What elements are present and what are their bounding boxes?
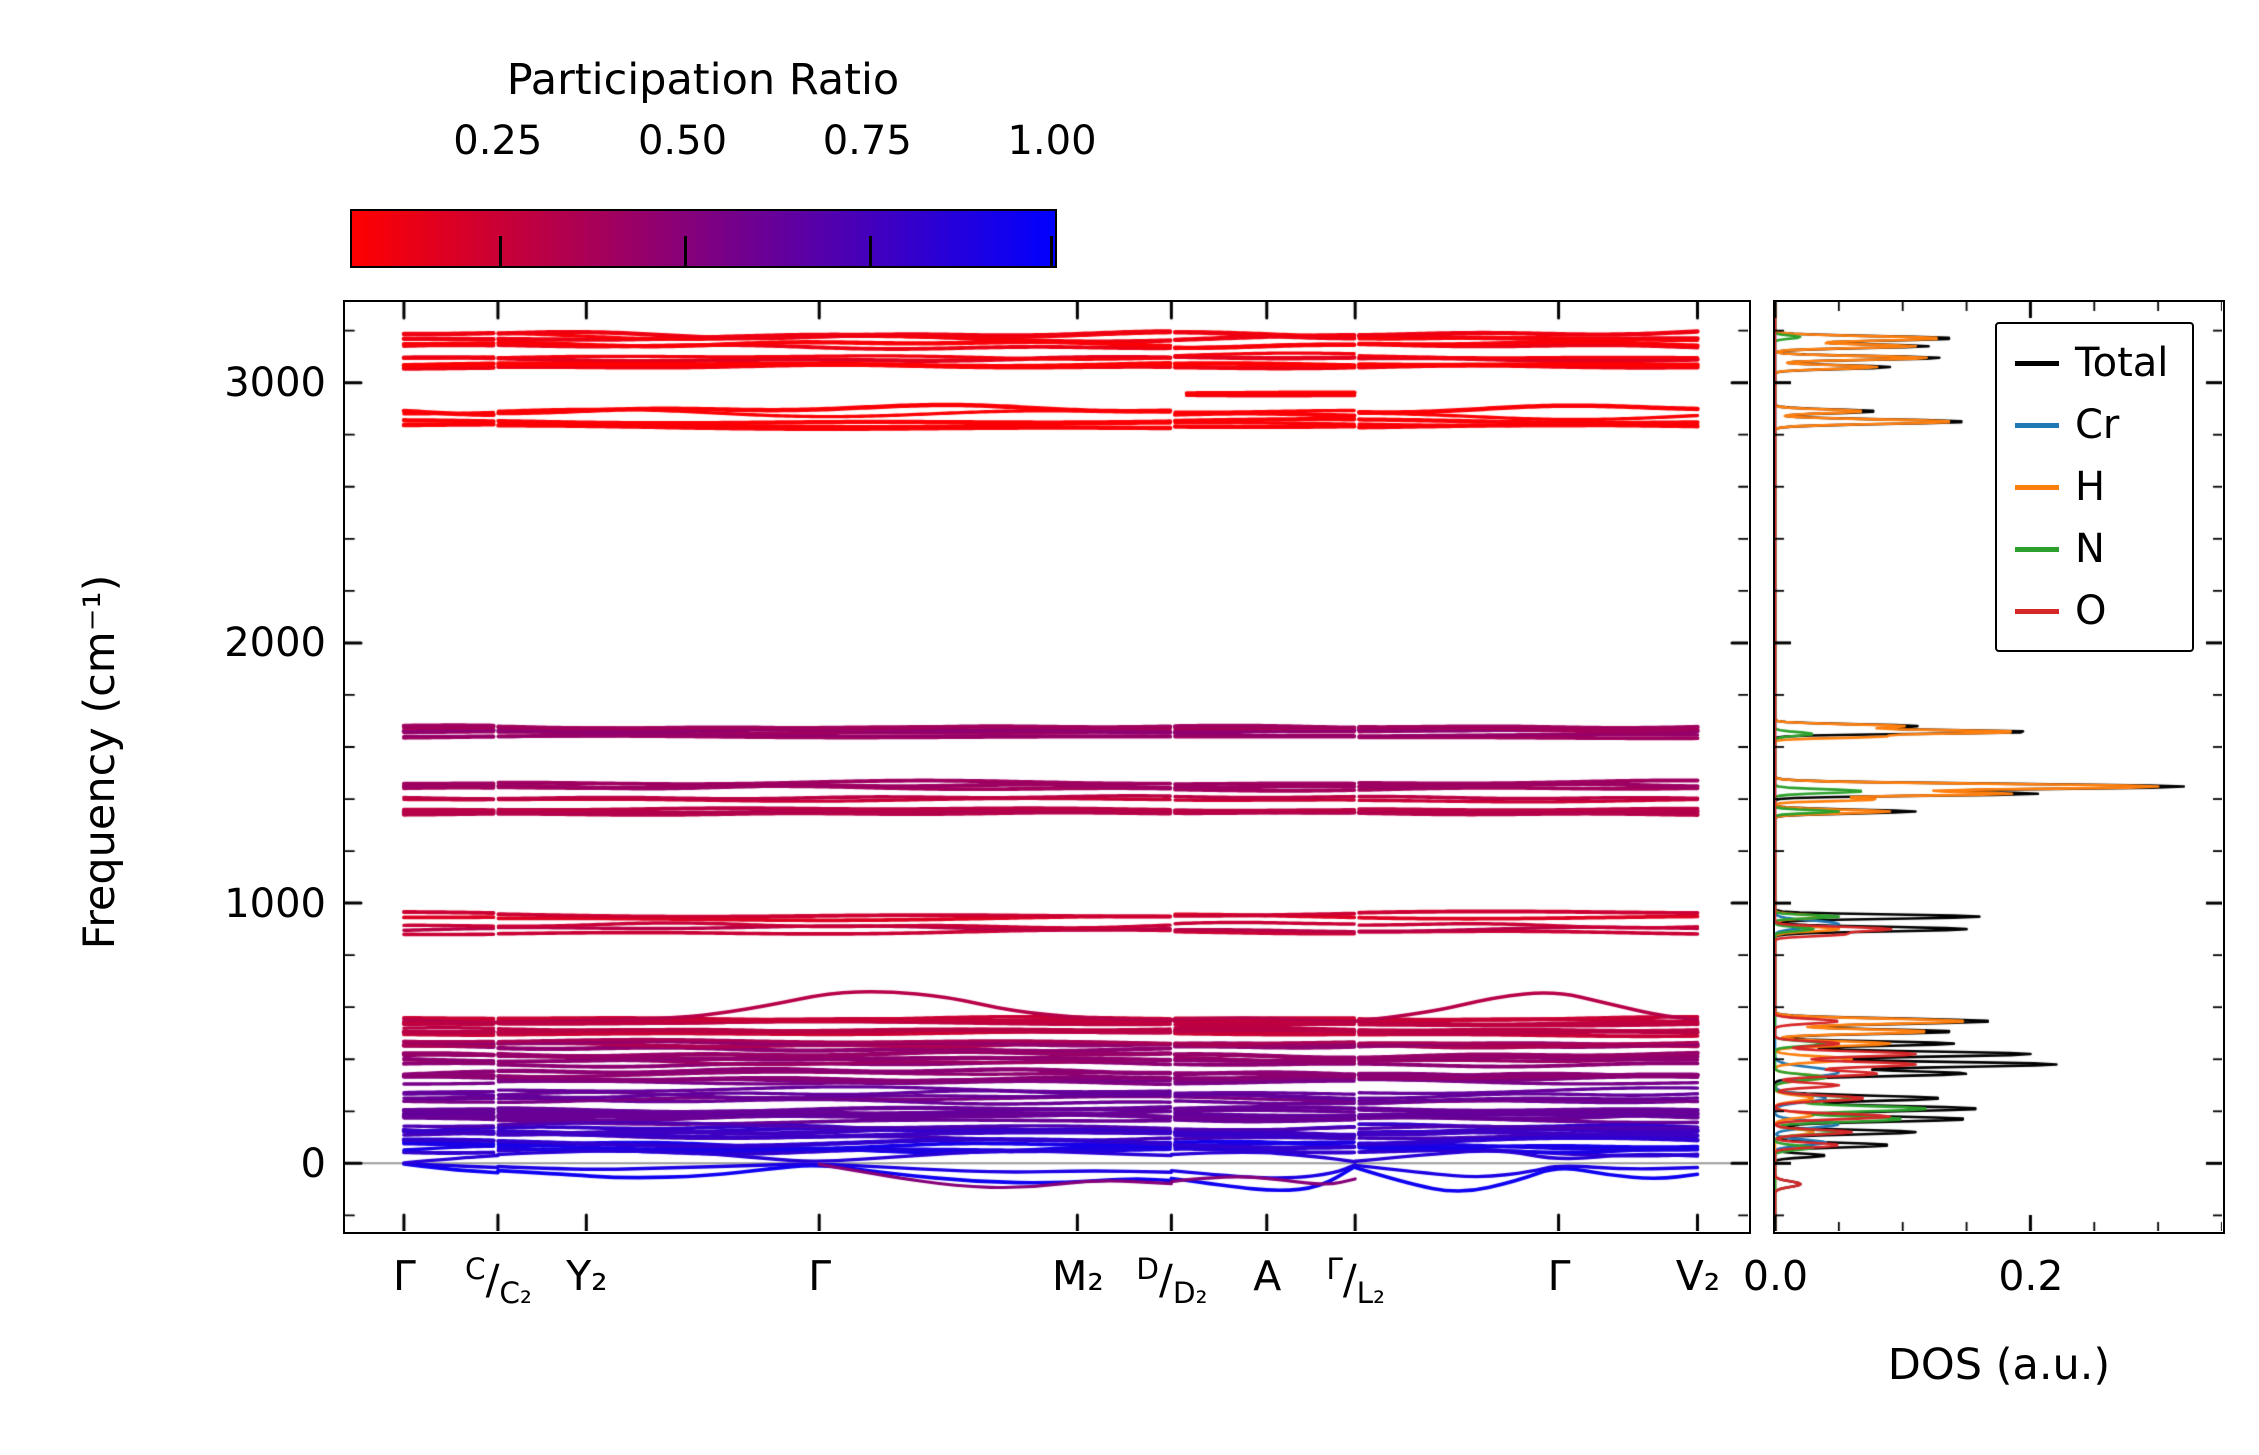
legend-line-swatch (2015, 608, 2059, 614)
legend-label: N (2075, 526, 2105, 572)
legend-line-swatch (2015, 422, 2059, 428)
band-structure-panel (343, 300, 1751, 1234)
legend-line-swatch (2015, 546, 2059, 552)
colorbar-tick (1049, 235, 1053, 266)
y-tick-label: 1000 (224, 880, 326, 927)
x-tick-label: D/D₂ (1136, 1252, 1208, 1310)
y-tick-label: 0 (300, 1140, 326, 1187)
participation-ratio-colorbar (350, 209, 1057, 268)
legend-entry: O (2015, 580, 2168, 642)
colorbar-tick (683, 235, 687, 266)
legend-entry: Cr (2015, 394, 2168, 456)
x-tick-label: Γ (808, 1252, 832, 1300)
band-structure-canvas (345, 302, 1748, 1231)
y-tick-label: 2000 (224, 620, 326, 667)
legend-label: H (2075, 464, 2106, 510)
x-tick-label: M₂ (1051, 1252, 1104, 1300)
dos-axis-label: DOS (a.u.) (1887, 1340, 2111, 1390)
x-tick-label: Y₂ (566, 1252, 608, 1300)
dos-x-tick-label: 0.0 (1742, 1252, 1809, 1300)
colorbar-tick-label: 1.00 (1007, 118, 1097, 164)
colorbar-title: Participation Ratio (506, 55, 900, 105)
x-tick-label: V₂ (1675, 1252, 1721, 1300)
x-tick-label: Γ (1547, 1252, 1571, 1300)
colorbar-tick (868, 235, 872, 266)
x-tick-label: Γ (393, 1252, 416, 1300)
legend-line-swatch (2015, 484, 2059, 490)
legend-line-swatch (2015, 360, 2059, 366)
legend-entry: H (2015, 456, 2168, 518)
colorbar-tick-label: 0.50 (637, 118, 728, 164)
colorbar-tick (498, 235, 502, 266)
colorbar-tick-label: 0.25 (453, 118, 543, 164)
x-tick-label: C/C₂ (464, 1252, 532, 1310)
legend-label: Cr (2075, 402, 2120, 448)
x-tick-label: A (1253, 1252, 1282, 1300)
legend-entry: Total (2015, 332, 2168, 394)
x-tick-label: Γ/L₂ (1326, 1252, 1385, 1310)
colorbar-tick-label: 0.75 (822, 118, 912, 164)
legend-label: O (2075, 588, 2107, 634)
legend-label: Total (2075, 340, 2169, 386)
dos-legend: Total Cr H N O (1995, 322, 2195, 652)
legend-entry: N (2015, 518, 2168, 580)
y-tick-label: 3000 (224, 360, 326, 407)
dos-x-tick-label: 0.2 (1998, 1252, 2064, 1300)
